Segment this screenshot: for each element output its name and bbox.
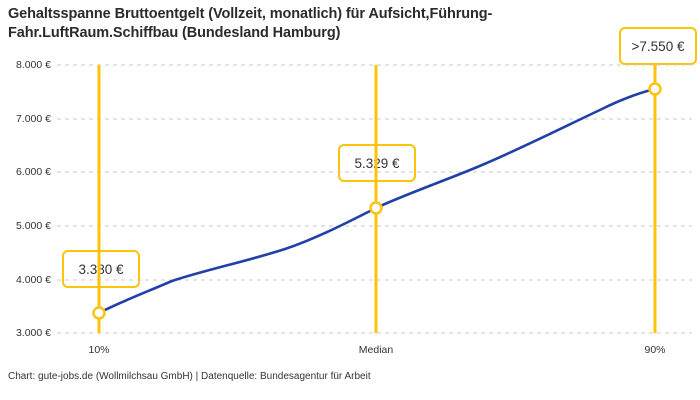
x-tick-90pct: 90% — [644, 344, 666, 356]
chart-source-credit: Chart: gute-jobs.de (Wollmilchsau GmbH) … — [8, 371, 371, 382]
percentile-lines — [97, 63, 657, 333]
chart-title-line1: Gehaltsspanne Bruttoentgelt (Vollzeit, m… — [8, 6, 493, 22]
x-tick-10pct: 10% — [88, 344, 110, 356]
gridlines — [57, 64, 692, 334]
data-points — [92, 82, 662, 320]
y-tick-4000: 4.000 € — [15, 274, 51, 286]
data-point-90pct — [648, 82, 662, 96]
value-label-10pct: 3.380 € — [62, 250, 140, 288]
y-tick-8000: 8.000 € — [15, 59, 51, 71]
chart-title-line2: Fahr.LuftRaum.Schiffbau (Bundesland Hamb… — [8, 25, 341, 41]
chart-title: Gehaltsspanne Bruttoentgelt (Vollzeit, m… — [8, 5, 608, 43]
data-point-10pct — [92, 306, 106, 320]
x-tick-median: Median — [358, 344, 394, 356]
y-tick-7000: 7.000 € — [15, 113, 51, 125]
y-tick-6000: 6.000 € — [15, 166, 51, 178]
value-label-90pct-text: >7.550 € — [631, 38, 685, 54]
data-point-median — [369, 201, 383, 215]
value-label-10pct-text: 3.380 € — [78, 261, 124, 277]
y-tick-5000: 5.000 € — [15, 220, 51, 232]
value-label-90pct: >7.550 € — [619, 27, 697, 65]
y-tick-3000: 3.000 € — [15, 327, 51, 339]
